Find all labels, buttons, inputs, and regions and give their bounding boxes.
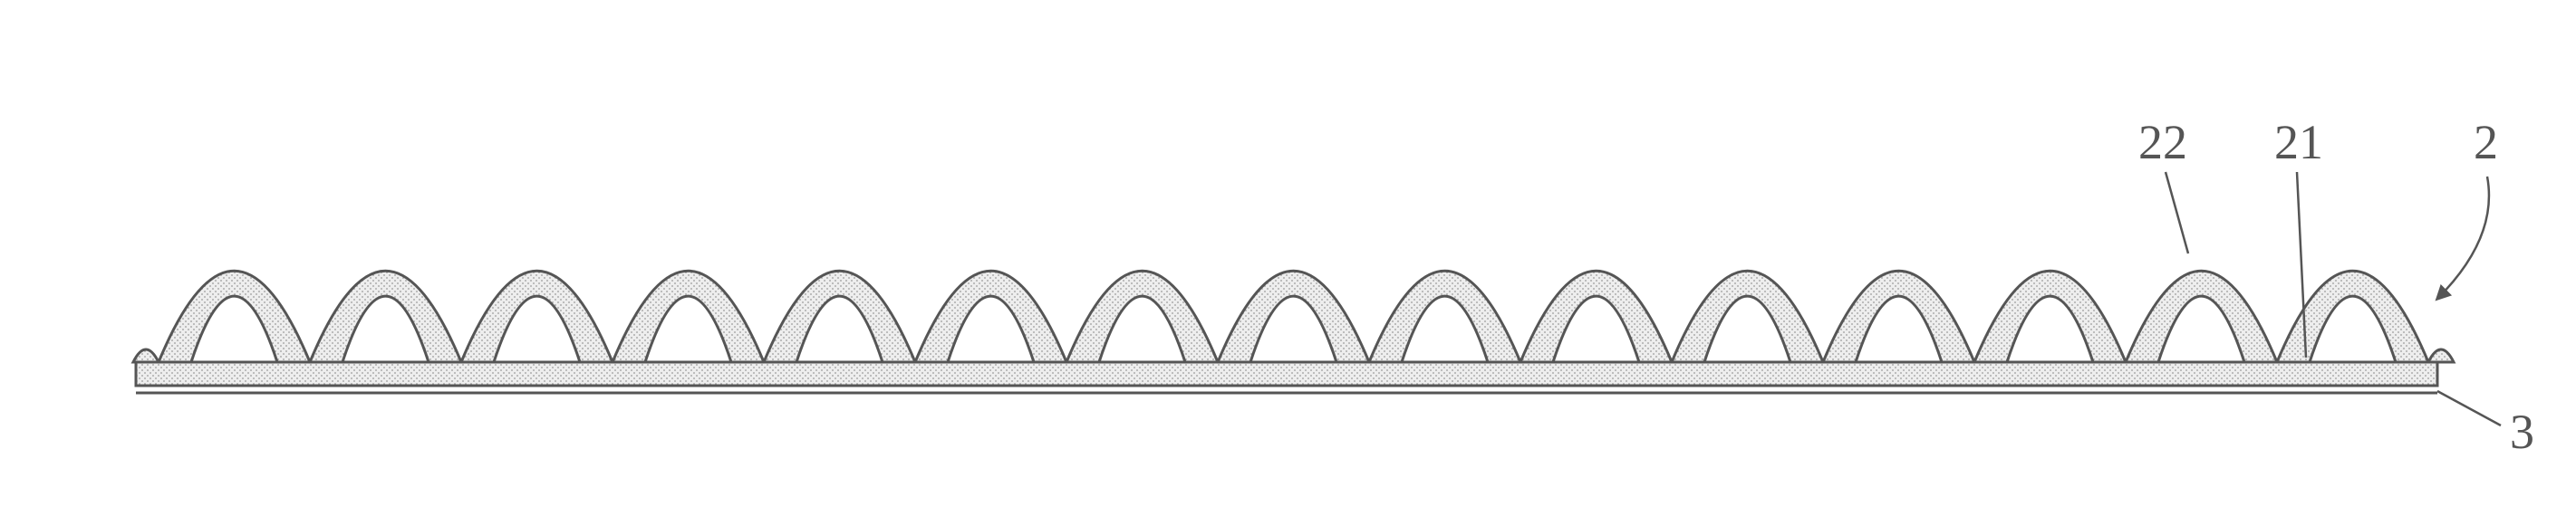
end-nub-left xyxy=(133,349,159,362)
arch-22 xyxy=(1369,271,1520,362)
ref-label-22: 22 xyxy=(2138,115,2187,169)
arch-22 xyxy=(764,271,915,362)
ref-label-2: 2 xyxy=(2474,115,2498,169)
arch-22 xyxy=(915,271,1066,362)
arch-22 xyxy=(1823,271,1974,362)
arch-22 xyxy=(1066,271,1218,362)
arch-22 xyxy=(1218,271,1369,362)
base-layer-21 xyxy=(136,362,2437,386)
arch-22 xyxy=(159,271,310,362)
arch-22 xyxy=(461,271,613,362)
end-nub-right xyxy=(2428,349,2454,362)
arch-22 xyxy=(1520,271,1672,362)
leader-line xyxy=(2166,172,2188,253)
cross-section-diagram: 22 21 2 3 xyxy=(0,0,2576,516)
arch-22 xyxy=(2277,271,2428,362)
arch-22 xyxy=(1974,271,2126,362)
arch-22 xyxy=(613,271,764,362)
arch-22 xyxy=(310,271,461,362)
arch-22 xyxy=(1672,271,1823,362)
leader-line xyxy=(2437,177,2489,299)
leader-line xyxy=(2437,391,2501,425)
arch-22 xyxy=(2126,271,2277,362)
ref-label-3: 3 xyxy=(2510,405,2534,459)
ref-label-21: 21 xyxy=(2274,115,2323,169)
